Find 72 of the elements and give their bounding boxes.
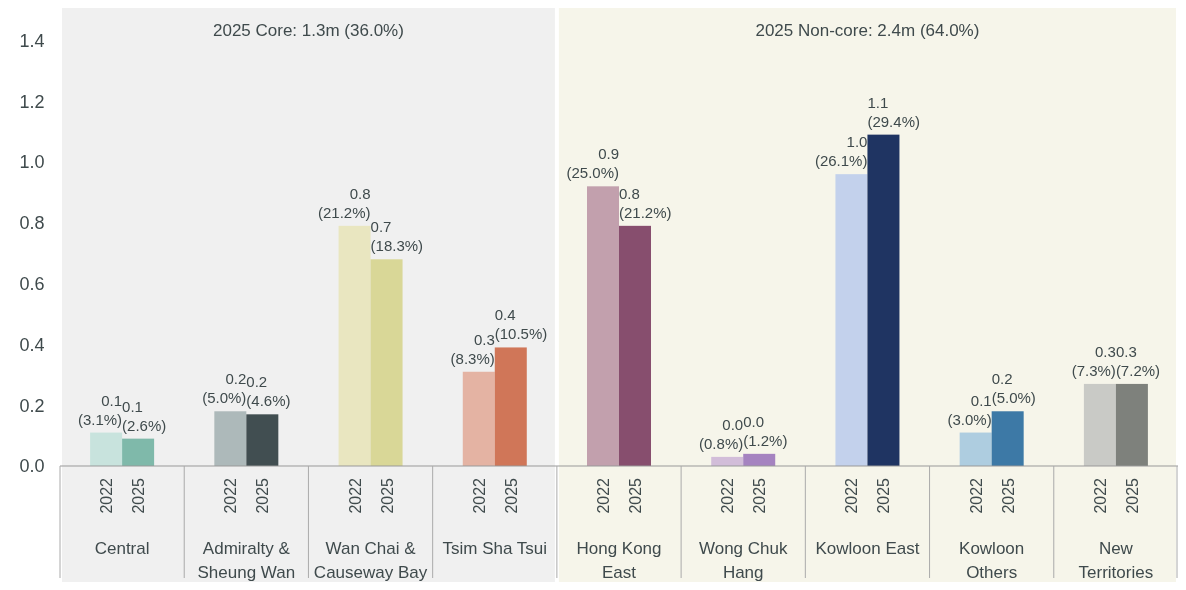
data-label: 0.3 (8.3%): [450, 330, 495, 367]
data-label: 0.0 (0.8%): [699, 415, 744, 452]
x-tick-label: Tsim Sha Tsui: [442, 539, 548, 558]
bar: [214, 411, 247, 466]
bar: [1083, 383, 1116, 466]
data-label: 0.9 (25.0%): [566, 145, 619, 182]
text: 2022: [1091, 478, 1109, 514]
data-label: 0.3 (7.3%): [1071, 342, 1116, 379]
data-label: 0.1 (3.1%): [77, 391, 123, 428]
bar: [991, 411, 1024, 466]
data-label: 0.7 (18.3%): [370, 218, 424, 255]
y-tick-label: 0.8: [19, 213, 45, 234]
bar: [619, 225, 651, 466]
bar: [959, 432, 992, 466]
text: 2022: [967, 478, 985, 514]
text: 2025: [254, 478, 272, 514]
data-label: 0.2 (4.6%): [246, 373, 291, 410]
text: 2022: [346, 478, 364, 514]
data-label: 0.2 (5.0%): [202, 370, 247, 407]
band-label: 2025 Core: 1.3m (36.0%): [213, 21, 404, 40]
y-tick-label: 0.2: [19, 395, 45, 416]
bar: [1115, 383, 1148, 466]
text: 2025: [751, 478, 769, 514]
text: 2025: [130, 477, 148, 514]
bar: [90, 432, 123, 466]
text: 2025: [1123, 478, 1141, 514]
bar: [835, 174, 868, 466]
text: 2025: [999, 478, 1017, 514]
bar: [587, 186, 619, 466]
bar: [338, 225, 371, 466]
text: 2025: [875, 478, 893, 514]
y-tick-label: 0.6: [19, 273, 45, 294]
text: 2022: [719, 478, 737, 514]
data-label: 0.1 (3.0%): [947, 391, 992, 428]
y-tick-label: 0.4: [19, 334, 45, 355]
y-tick-label: 1.0: [19, 152, 45, 173]
data-label: 1.1 (29.4%): [867, 93, 920, 130]
y-tick-label: 1.2: [19, 91, 45, 112]
bar: [494, 347, 527, 466]
text: 2022: [98, 477, 116, 514]
text: 2022: [843, 478, 861, 514]
data-label: 0.8 (21.2%): [318, 184, 371, 221]
data-label: 0.0 (1.2%): [743, 412, 788, 449]
x-tick-label: Central: [94, 539, 150, 558]
data-label: 0.8 (21.2%): [619, 184, 672, 221]
text: 2025: [502, 478, 520, 514]
x-tick-label: New Territories: [1078, 539, 1154, 582]
x-tick-label: Kowloon Others: [959, 539, 1025, 582]
x-tick-label: Wong Chuk Hang: [698, 539, 788, 582]
data-label: 0.4 (10.5%): [494, 306, 548, 343]
y-tick-label: 0.0: [19, 456, 45, 477]
bar: [462, 371, 495, 466]
x-tick-label: Wan Chai & Causeway Bay: [313, 539, 428, 582]
x-tick-label: Admiralty & Sheung Wan: [197, 539, 296, 582]
text: 2022: [222, 478, 240, 514]
bar: [867, 134, 900, 466]
x-tick-label: Kowloon East: [815, 539, 920, 558]
bar: [122, 438, 155, 466]
band-label: 2025 Non-core: 2.4m (64.0%): [755, 21, 980, 40]
bar: [246, 414, 279, 466]
x-tick-label: Hong Kong East: [576, 539, 662, 582]
data-label: 0.3 (7.2%): [1115, 342, 1161, 379]
text: 2025: [378, 478, 396, 514]
data-label: 0.2 (5.0%): [991, 370, 1036, 407]
data-label: 0.1 (2.6%): [122, 397, 167, 434]
y-tick-label: 1.4: [19, 30, 45, 51]
text: 2022: [470, 478, 488, 514]
text: 2022: [595, 478, 612, 514]
bar: [370, 259, 403, 466]
bar: [743, 453, 776, 466]
text: 2025: [627, 478, 644, 514]
data-label: 1.0 (26.1%): [814, 133, 868, 170]
